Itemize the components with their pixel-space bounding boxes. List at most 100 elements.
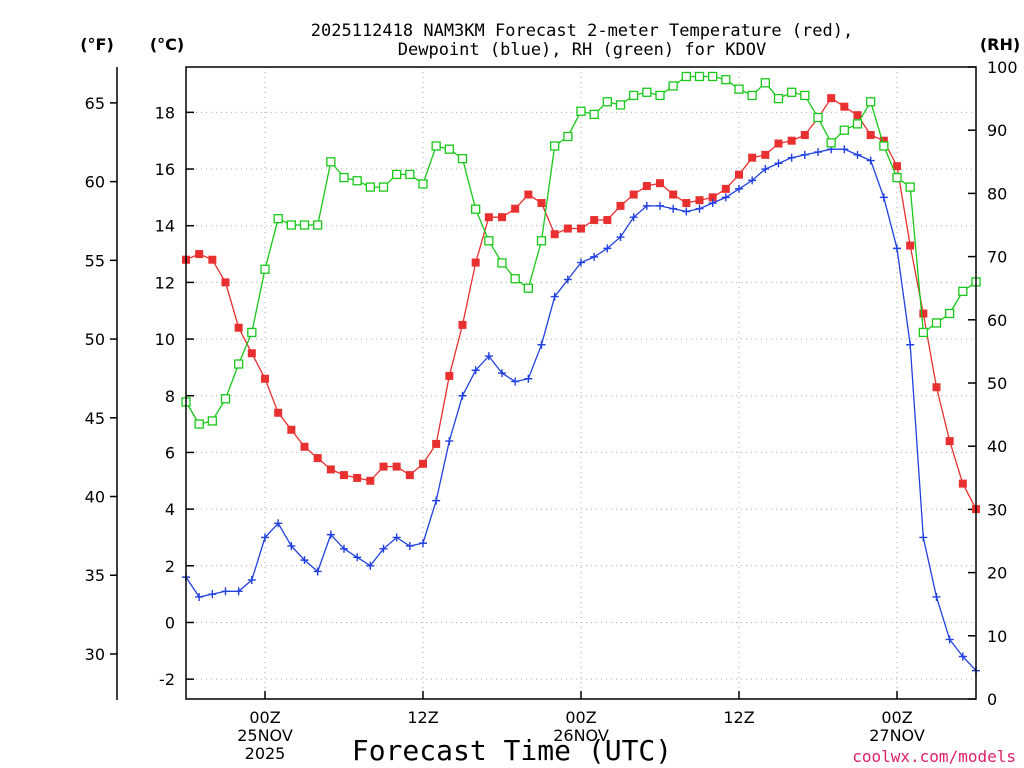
temperature-point: [603, 216, 612, 225]
rh-point: [668, 81, 678, 91]
temperature-point: [906, 241, 915, 250]
rh-point: [536, 236, 547, 246]
dewpoint-point: [814, 148, 822, 157]
dewpoint-point: [300, 556, 309, 565]
temperature-point: [287, 425, 296, 434]
temperature-point: [261, 374, 269, 383]
dewpoint-point: [840, 145, 849, 154]
time-tick-label: 00Z: [881, 708, 912, 727]
dewpoint-point: [958, 652, 967, 661]
temperature-point: [577, 224, 585, 233]
rh-point: [405, 169, 415, 180]
rh-point: [787, 87, 797, 97]
celsius-tick-label: 10: [155, 330, 175, 349]
temperature-point: [274, 408, 283, 417]
fahrenheit-tick-label: 55: [85, 251, 105, 270]
rh-point: [444, 144, 454, 154]
temperature-point: [366, 476, 375, 485]
rh-point: [958, 286, 968, 297]
rh-point: [339, 172, 349, 183]
dewpoint-point: [945, 635, 954, 644]
dewpoint-point: [879, 193, 888, 202]
rh-point: [760, 78, 770, 88]
dewpoint-point: [313, 567, 322, 576]
temperature-point: [616, 201, 625, 210]
fahrenheit-tick-label: 50: [85, 330, 105, 349]
rh-point: [313, 220, 323, 230]
temperature-point: [853, 111, 862, 120]
temperature-point: [563, 224, 572, 233]
time-tick-label: 12Z: [723, 708, 754, 727]
dewpoint-point: [326, 530, 335, 539]
dewpoint-point: [392, 533, 401, 542]
rh-point: [589, 109, 599, 120]
temperature-point: [774, 139, 783, 148]
rh-point: [852, 119, 863, 129]
time-tick-label: 25NOV: [237, 726, 293, 745]
rh-point: [892, 172, 902, 183]
rh-point: [365, 182, 375, 192]
dewpoint-point: [445, 437, 454, 446]
dewpoint-point: [247, 575, 256, 584]
rh-point: [299, 220, 310, 230]
rh-point: [523, 283, 533, 293]
rh-tick-label: 70: [987, 248, 1007, 267]
dewpoint-point: [629, 213, 638, 222]
dewpoint-point: [761, 165, 770, 174]
rh-point: [721, 74, 731, 85]
rh-point: [839, 125, 849, 135]
celsius-tick-label: 2: [165, 557, 175, 576]
dewpoint-point: [906, 340, 915, 349]
fahrenheit-tick-label: 40: [85, 488, 105, 507]
dewpoint-point: [498, 369, 506, 378]
temperature-point: [708, 193, 717, 202]
dewpoint-point: [419, 539, 427, 548]
rh-point: [484, 236, 494, 246]
temperature-point: [735, 170, 743, 179]
dewpoint-point: [932, 592, 941, 601]
rh-point: [945, 308, 955, 319]
dewpoint-point: [524, 374, 533, 383]
temperature-point: [195, 250, 204, 259]
celsius-tick-label: 6: [165, 443, 175, 462]
dewpoint-point: [866, 156, 875, 165]
temperature-point: [958, 479, 967, 488]
temperature-point: [629, 190, 638, 199]
rh-point: [642, 87, 652, 97]
dewpoint-point: [603, 244, 612, 253]
dewpoint-point: [221, 587, 230, 596]
temperature-point: [893, 162, 901, 171]
dewpoint-point: [287, 541, 296, 550]
rh-tick-label: 0: [987, 690, 997, 709]
dewpoint-point: [656, 201, 664, 210]
right-unit-rh: (RH): [980, 35, 1020, 54]
dewpoint-point: [458, 391, 467, 400]
temperature-point: [247, 349, 256, 358]
series-temperature: [182, 94, 980, 514]
temperature-point: [945, 437, 954, 446]
temperature-point: [326, 465, 335, 474]
temperature-point: [419, 459, 427, 468]
temperature-point: [590, 216, 599, 225]
dewpoint-point: [774, 159, 783, 168]
rh-point: [602, 97, 612, 107]
dewpoint-point: [353, 553, 362, 562]
rh-point: [629, 90, 639, 101]
rh-point: [563, 131, 573, 142]
dewpoint-point: [590, 252, 599, 261]
dewpoint-point: [800, 150, 809, 159]
x-axis-label: Forecast Time (UTC): [352, 734, 672, 767]
fahrenheit-tick-label: 45: [85, 409, 105, 428]
temperature-point: [208, 255, 217, 264]
temperature-point: [300, 442, 309, 451]
dewpoint-point: [721, 193, 730, 202]
temperature-point: [392, 462, 401, 471]
rh-tick-label: 100: [987, 58, 1018, 77]
fahrenheit-tick-label: 60: [85, 173, 105, 192]
temperature-point: [484, 213, 493, 222]
rh-point: [418, 179, 428, 189]
temperature-point: [379, 462, 388, 471]
dewpoint-point: [550, 292, 559, 301]
dewpoint-point: [853, 150, 862, 159]
